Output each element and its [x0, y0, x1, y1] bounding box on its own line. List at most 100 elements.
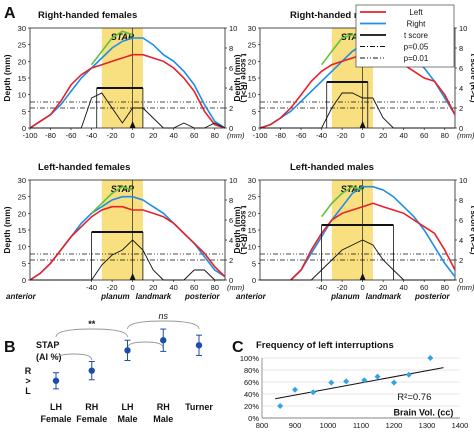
x-tick-label: 20: [149, 131, 157, 140]
y-tick-label: 25: [18, 41, 26, 50]
subplot-title: Left-handed males: [290, 162, 374, 173]
x-unit-label: (mm): [457, 131, 474, 140]
y-tick-label: 80%: [244, 366, 259, 375]
x-tick-label: 40: [170, 131, 178, 140]
y-tick-label: 25: [18, 193, 26, 202]
y-tick-label: 10: [18, 243, 26, 252]
x-tick-label: 20: [149, 283, 157, 292]
y-tick-label: 25: [248, 41, 256, 50]
x-tick-label: 40: [170, 283, 178, 292]
x-tick-label: 0: [361, 131, 365, 140]
y-tick-label: 0: [252, 124, 256, 133]
t-tick-label: 8: [229, 44, 233, 53]
subplot-title: Left-handed females: [38, 162, 130, 173]
landmark-label: landmark: [136, 292, 172, 301]
x-tick-label: -40: [86, 283, 97, 292]
y-tick-label: 5: [22, 107, 26, 116]
y-tick-label: 5: [252, 259, 256, 268]
x-tick-label: 40: [400, 283, 408, 292]
landmark-triangle-icon: [359, 121, 366, 128]
category-label: RH: [85, 402, 98, 412]
data-point: [343, 378, 350, 385]
panel-label-a: A: [4, 5, 16, 22]
x-tick-label: -40: [316, 131, 327, 140]
t-tick-label: 6: [459, 216, 463, 225]
x-tick-label: -20: [337, 131, 348, 140]
stap-peak-curve: [90, 30, 133, 66]
x-tick-label: 1200: [386, 421, 403, 430]
data-point: [195, 342, 203, 349]
t-tick-label: 8: [229, 196, 233, 205]
t-tick-label: 2: [459, 256, 463, 265]
panel-b-ylabel: (AI %): [36, 352, 62, 362]
data-point: [391, 379, 397, 386]
t-tick-label: 8: [459, 44, 463, 53]
right-depth-curve: [29, 37, 226, 129]
x-tick-label: 60: [420, 283, 428, 292]
legend-label: t score: [404, 31, 429, 40]
t-tick-label: 10: [229, 24, 237, 33]
significance-label: ns: [158, 311, 168, 321]
landmark-label: landmark: [366, 292, 402, 301]
t-tick-label: 2: [229, 104, 233, 113]
planum-label: planum: [100, 292, 129, 301]
t-tick-label: 0: [459, 124, 463, 133]
t-tick-label: 4: [459, 236, 463, 245]
x-tick-label: 1400: [452, 421, 469, 430]
y-tick-label: 30: [18, 176, 26, 185]
t-tick-label: 0: [459, 276, 463, 285]
t-tick-label: 6: [229, 216, 233, 225]
x-tick-label: 80: [441, 283, 449, 292]
y-tick-label: 0: [22, 124, 26, 133]
right-depth-curve: [290, 185, 456, 281]
x-tick-label: 0: [131, 283, 135, 292]
data-point: [310, 389, 317, 396]
planum-label: planum: [330, 292, 359, 301]
y-tick-label: 0: [22, 276, 26, 285]
data-point: [328, 379, 335, 386]
t-tick-label: 2: [229, 256, 233, 265]
y-tick-label: 10: [248, 243, 256, 252]
data-point: [292, 386, 298, 393]
t-tick-label: 10: [459, 176, 467, 185]
x-tick-label: 1100: [353, 421, 369, 430]
panel-b-y-marker: R: [25, 366, 32, 376]
x-tick-label: 0: [361, 283, 365, 292]
posterior-label: posterior: [414, 292, 451, 301]
panel-label-b: B: [4, 339, 16, 356]
stap-band: [101, 180, 143, 280]
significance-bracket: [55, 328, 128, 338]
y2-axis-label: t score (R>L): [239, 205, 248, 254]
category-label: RH: [157, 402, 170, 412]
x-unit-label: (mm): [457, 283, 474, 292]
legend-box: [355, 4, 455, 68]
category-label: Male: [153, 414, 173, 424]
x-tick-label: -60: [296, 131, 307, 140]
panel-c-xlabel: Brain Vol. (cc): [394, 408, 454, 418]
stap-label: STAP: [111, 184, 135, 194]
legend-label: Right: [407, 20, 426, 29]
x-tick-label: 800: [256, 421, 269, 430]
category-label: LH: [50, 402, 62, 412]
y-axis-label: Depth (mm): [232, 206, 242, 253]
anterior-label: anterior: [236, 292, 267, 301]
x-unit-label: (mm): [227, 283, 245, 292]
data-point: [427, 355, 434, 361]
t-tick-label: 2: [459, 104, 463, 113]
x-tick-label: -40: [86, 131, 97, 140]
y-tick-label: 100%: [240, 354, 260, 363]
significance-bracket: [127, 320, 200, 330]
landmark-triangle-icon: [129, 121, 136, 128]
y-tick-label: 10: [18, 91, 26, 100]
category-label: Turner: [185, 402, 213, 412]
y-tick-label: 0%: [248, 414, 259, 423]
r2-label: R²=0.76: [397, 392, 431, 403]
x-tick-label: 60: [190, 131, 198, 140]
panel-label-c: C: [232, 339, 244, 356]
y2-axis-label: t score (R>L): [469, 205, 474, 254]
y-tick-label: 15: [248, 226, 256, 235]
x-tick-label: 1300: [419, 421, 436, 430]
y-tick-label: 0: [252, 276, 256, 285]
x-tick-label: -20: [107, 283, 118, 292]
t-tick-label: 4: [459, 84, 463, 93]
